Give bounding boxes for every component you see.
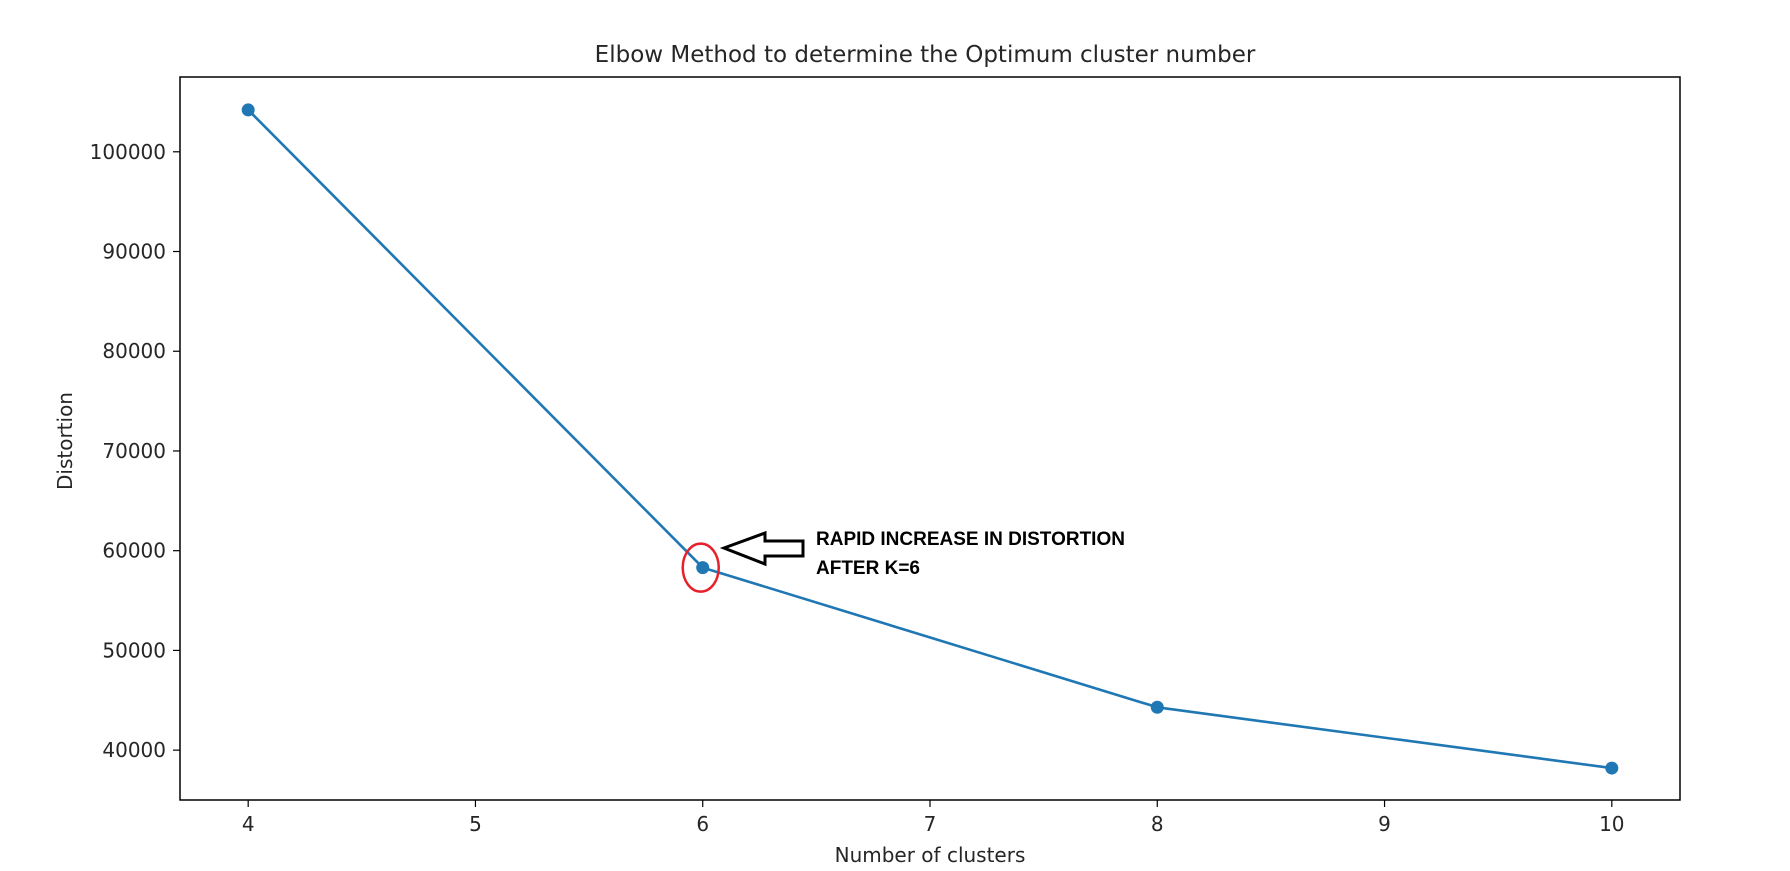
y-tick-label: 50000 <box>102 638 166 662</box>
x-tick-label: 8 <box>1151 812 1164 836</box>
annotation: RAPID INCREASE IN DISTORTION AFTER K=6 <box>681 529 1125 593</box>
x-tick-label: 5 <box>469 812 482 836</box>
y-tick-label: 40000 <box>102 738 166 762</box>
data-point <box>696 561 710 575</box>
y-tick-label: 70000 <box>102 439 166 463</box>
x-axis-label: Number of clusters <box>835 843 1026 867</box>
x-tick-label: 10 <box>1599 812 1624 836</box>
series-line <box>247 108 1612 770</box>
data-point <box>1605 761 1619 775</box>
annotation-line-2: AFTER K=6 <box>816 558 920 579</box>
left-arrow-icon <box>719 530 805 567</box>
y-tick-label: 80000 <box>102 339 166 363</box>
y-axis-ticks: 40000 50000 60000 70000 80000 90000 100000 <box>90 140 180 762</box>
plot-area-frame <box>179 76 1681 801</box>
y-tick-label: 90000 <box>102 240 166 264</box>
highlight-ellipse <box>681 542 720 593</box>
x-axis-ticks: 4 5 6 7 8 9 10 <box>242 800 1625 836</box>
x-tick-label: 7 <box>924 812 937 836</box>
y-axis-label: Distortion <box>53 392 77 490</box>
x-tick-label: 9 <box>1378 812 1391 836</box>
data-point <box>241 103 255 117</box>
annotation-line-1: RAPID INCREASE IN DISTORTION <box>816 529 1125 550</box>
data-point <box>1150 700 1164 714</box>
series-layer <box>241 103 1619 775</box>
chart-title: Elbow Method to determine the Optimum cl… <box>595 42 1256 68</box>
y-tick-label: 100000 <box>90 140 166 164</box>
y-tick-label: 60000 <box>102 539 166 563</box>
x-tick-label: 6 <box>696 812 709 836</box>
x-tick-label: 4 <box>242 812 255 836</box>
